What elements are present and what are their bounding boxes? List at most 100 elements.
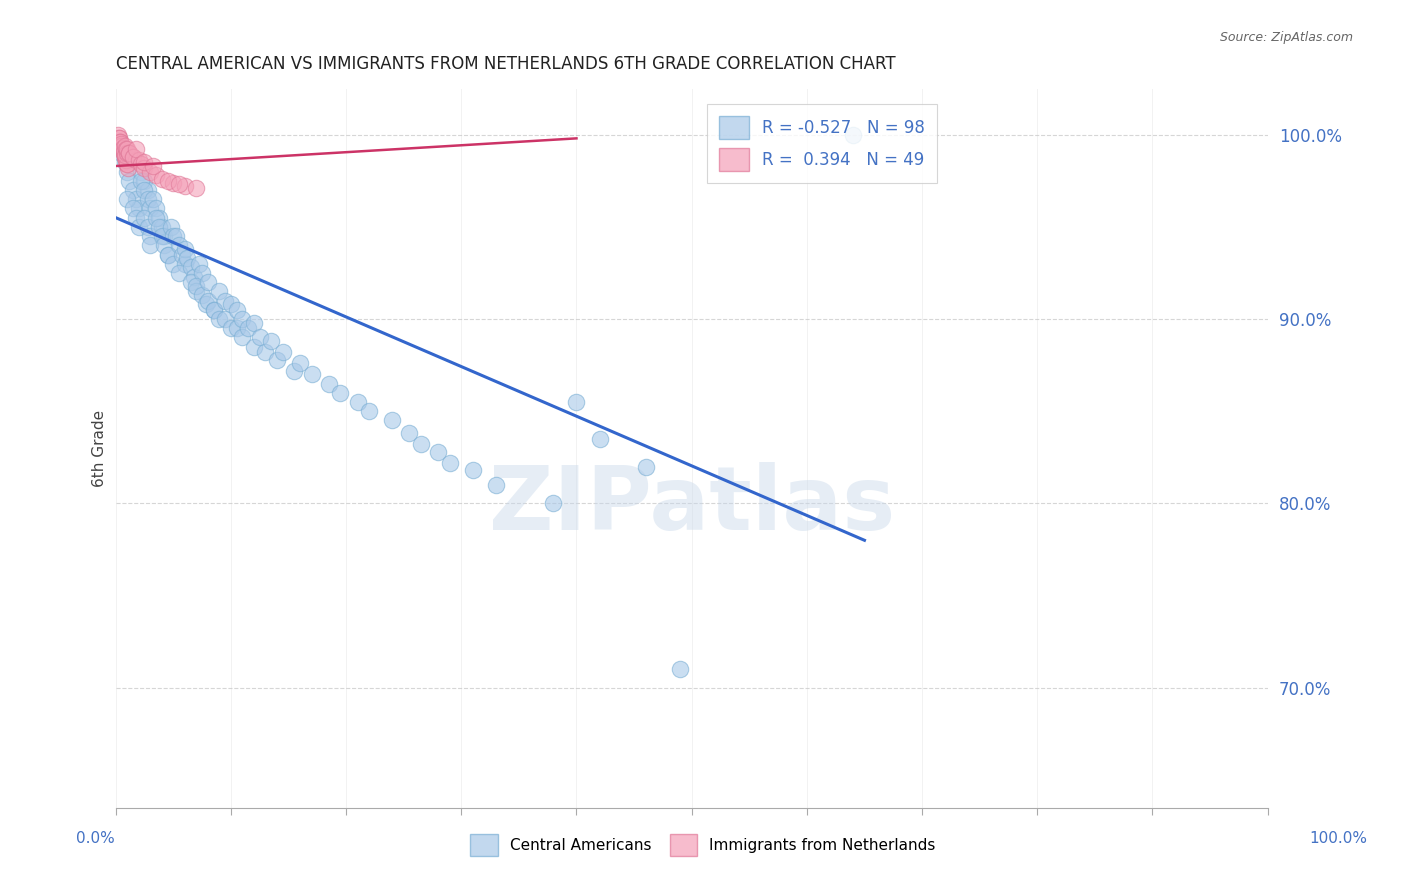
- Point: [117, 161, 139, 175]
- Point: [134, 183, 156, 197]
- Point: [115, 143, 138, 157]
- Point: [165, 229, 187, 244]
- Point: [160, 219, 183, 234]
- Point: [191, 266, 214, 280]
- Point: [114, 155, 136, 169]
- Point: [111, 143, 134, 157]
- Point: [125, 143, 148, 157]
- Point: [162, 176, 184, 190]
- Point: [173, 257, 195, 271]
- Point: [156, 247, 179, 261]
- Point: [173, 242, 195, 256]
- Point: [409, 437, 432, 451]
- Point: [225, 321, 247, 335]
- Point: [301, 368, 323, 382]
- Point: [634, 459, 657, 474]
- Point: [128, 219, 150, 234]
- Point: [186, 285, 208, 299]
- Point: [148, 211, 170, 225]
- Point: [153, 229, 176, 244]
- Point: [398, 426, 420, 441]
- Point: [283, 364, 305, 378]
- Text: Source: ZipAtlas.com: Source: ZipAtlas.com: [1219, 31, 1353, 45]
- Point: [565, 395, 588, 409]
- Point: [115, 153, 138, 168]
- Point: [427, 444, 450, 458]
- Point: [381, 413, 404, 427]
- Point: [122, 202, 145, 216]
- Point: [176, 251, 198, 265]
- Point: [110, 146, 132, 161]
- Point: [156, 247, 179, 261]
- Point: [669, 662, 692, 676]
- Point: [139, 202, 162, 216]
- Point: [162, 229, 184, 244]
- Point: [191, 288, 214, 302]
- Point: [111, 143, 134, 157]
- Point: [112, 145, 135, 159]
- Point: [173, 179, 195, 194]
- Point: [145, 202, 167, 216]
- Point: [114, 148, 136, 162]
- Point: [122, 183, 145, 197]
- Text: ZIPatlas: ZIPatlas: [488, 462, 894, 549]
- Point: [128, 153, 150, 168]
- Text: 0.0%: 0.0%: [76, 831, 115, 846]
- Point: [115, 157, 138, 171]
- Point: [139, 238, 162, 252]
- Point: [110, 138, 132, 153]
- Point: [543, 496, 565, 510]
- Point: [167, 178, 190, 192]
- Point: [108, 131, 131, 145]
- Point: [288, 356, 311, 370]
- Point: [167, 266, 190, 280]
- Point: [139, 229, 162, 244]
- Point: [110, 135, 132, 149]
- Point: [114, 150, 136, 164]
- Point: [115, 153, 138, 168]
- Point: [134, 155, 156, 169]
- Point: [214, 312, 236, 326]
- Point: [180, 275, 202, 289]
- Point: [260, 334, 283, 348]
- Point: [588, 432, 610, 446]
- Point: [122, 150, 145, 164]
- Point: [197, 293, 219, 308]
- Point: [208, 285, 231, 299]
- Point: [145, 168, 167, 182]
- Point: [129, 157, 152, 171]
- Point: [125, 211, 148, 225]
- Point: [359, 404, 381, 418]
- Point: [112, 146, 135, 161]
- Point: [202, 302, 225, 317]
- Point: [139, 164, 162, 178]
- Point: [115, 192, 138, 206]
- Point: [145, 211, 167, 225]
- Point: [231, 330, 253, 344]
- Point: [329, 385, 352, 400]
- Point: [118, 174, 141, 188]
- Point: [111, 143, 134, 157]
- Point: [186, 278, 208, 293]
- Point: [254, 345, 277, 359]
- Point: [118, 146, 141, 161]
- Point: [219, 321, 242, 335]
- Point: [125, 192, 148, 206]
- Text: CENTRAL AMERICAN VS IMMIGRANTS FROM NETHERLANDS 6TH GRADE CORRELATION CHART: CENTRAL AMERICAN VS IMMIGRANTS FROM NETH…: [115, 55, 896, 73]
- Point: [346, 395, 368, 409]
- Point: [162, 257, 184, 271]
- Point: [134, 174, 156, 188]
- Point: [236, 321, 259, 335]
- Point: [110, 135, 132, 149]
- Legend: R = -0.527   N = 98, R =  0.394   N = 49: R = -0.527 N = 98, R = 0.394 N = 49: [707, 104, 936, 183]
- Point: [114, 150, 136, 164]
- Point: [110, 135, 132, 149]
- Point: [115, 164, 138, 178]
- Point: [134, 211, 156, 225]
- Point: [111, 140, 134, 154]
- Point: [148, 219, 170, 234]
- Point: [461, 463, 484, 477]
- Point: [167, 238, 190, 252]
- Point: [485, 478, 508, 492]
- Point: [172, 247, 194, 261]
